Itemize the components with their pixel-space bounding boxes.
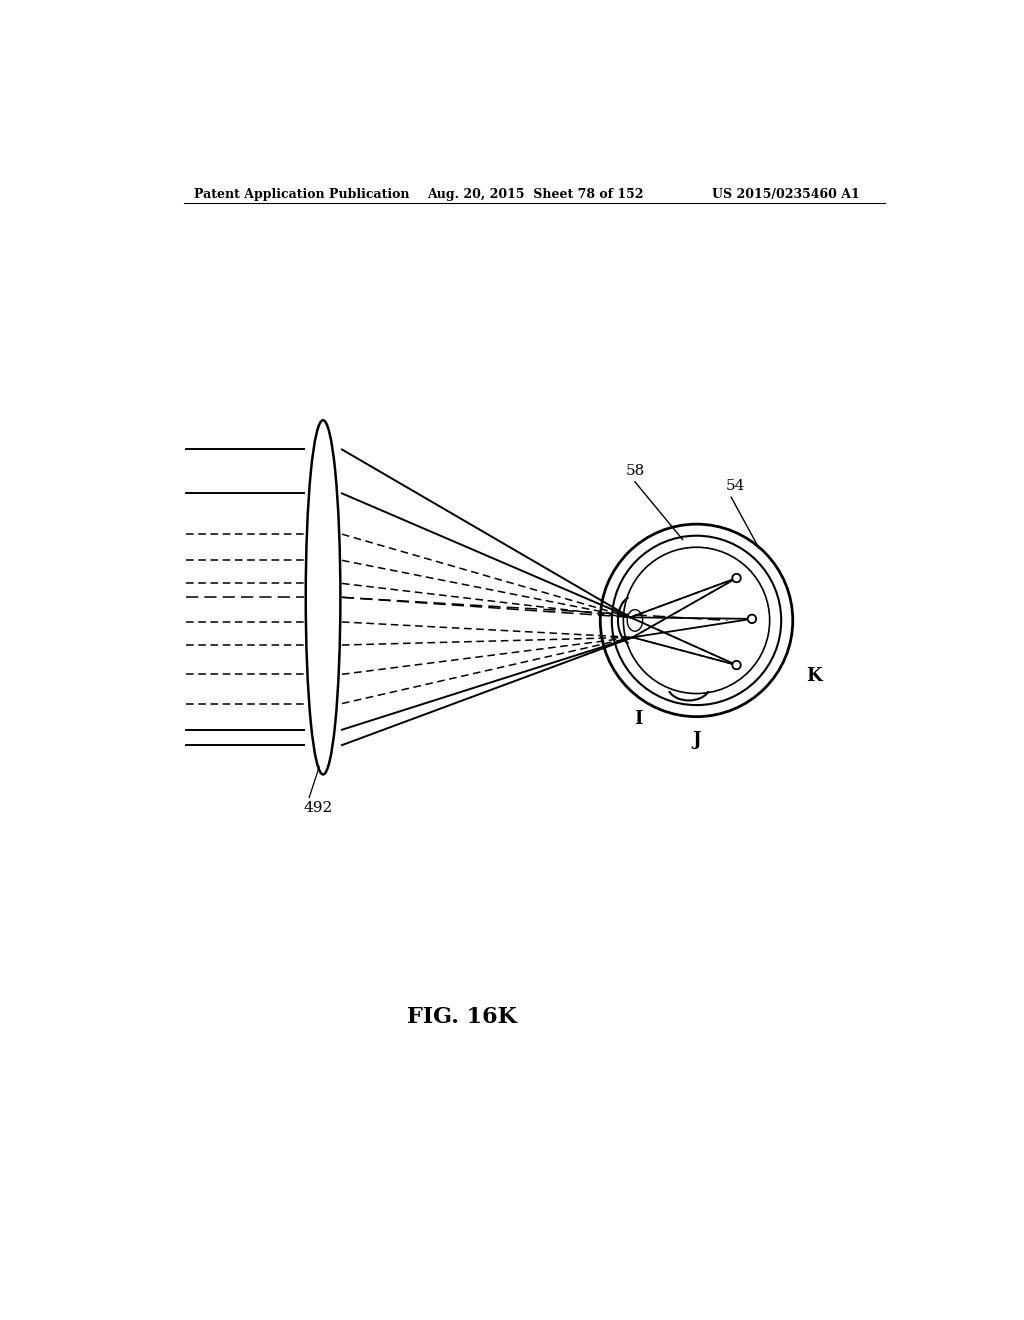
Circle shape [732,574,740,582]
Text: I: I [635,710,643,729]
Text: K: K [807,667,822,685]
Circle shape [732,661,740,669]
Text: FIG. 16K: FIG. 16K [407,1006,516,1028]
Text: 492: 492 [304,801,333,816]
Text: Patent Application Publication: Patent Application Publication [194,187,410,201]
Text: 54: 54 [725,479,744,494]
Text: 58: 58 [626,463,644,478]
Text: Aug. 20, 2015  Sheet 78 of 152: Aug. 20, 2015 Sheet 78 of 152 [427,187,643,201]
Text: US 2015/0235460 A1: US 2015/0235460 A1 [712,187,860,201]
Text: J: J [692,730,700,748]
Circle shape [748,615,756,623]
